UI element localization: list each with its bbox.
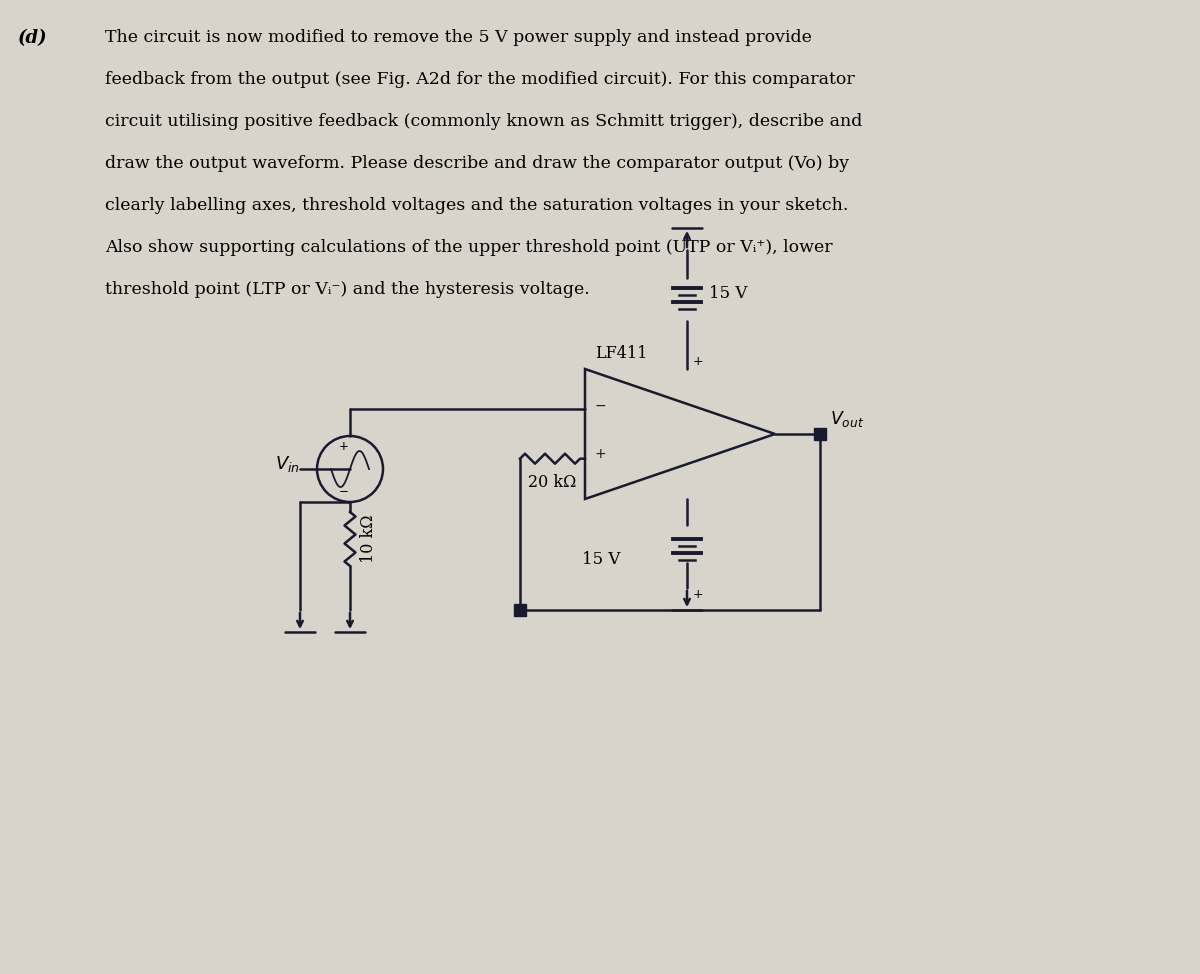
Text: 15 V: 15 V: [709, 285, 748, 303]
Text: feedback from the output (see Fig. A2d for the modified circuit). For this compa: feedback from the output (see Fig. A2d f…: [106, 71, 854, 88]
Text: LF411: LF411: [595, 345, 647, 362]
Text: threshold point (LTP or Vᵢ⁻) and the hysteresis voltage.: threshold point (LTP or Vᵢ⁻) and the hys…: [106, 281, 589, 298]
Text: $V_{out}$: $V_{out}$: [830, 409, 864, 429]
Text: circuit utilising positive feedback (commonly known as Schmitt trigger), describ: circuit utilising positive feedback (com…: [106, 113, 863, 130]
Text: +: +: [340, 440, 349, 454]
Text: +: +: [694, 355, 703, 368]
Text: (d): (d): [18, 29, 48, 47]
Text: Also show supporting calculations of the upper threshold point (UTP or Vᵢ⁺), low: Also show supporting calculations of the…: [106, 239, 833, 256]
Text: $V_{in}$: $V_{in}$: [275, 454, 300, 474]
Text: draw the output waveform. Please describe and draw the comparator output (Vo) by: draw the output waveform. Please describ…: [106, 155, 850, 172]
Text: −: −: [595, 399, 607, 413]
Text: 15 V: 15 V: [582, 550, 620, 568]
Text: −: −: [340, 484, 349, 498]
Text: 20 kΩ: 20 kΩ: [528, 473, 577, 491]
Text: 10 kΩ: 10 kΩ: [360, 514, 377, 563]
Text: The circuit is now modified to remove the 5 V power supply and instead provide: The circuit is now modified to remove th…: [106, 29, 812, 46]
Text: clearly labelling axes, threshold voltages and the saturation voltages in your s: clearly labelling axes, threshold voltag…: [106, 197, 848, 214]
Text: +: +: [595, 447, 607, 461]
Text: +: +: [694, 588, 703, 601]
